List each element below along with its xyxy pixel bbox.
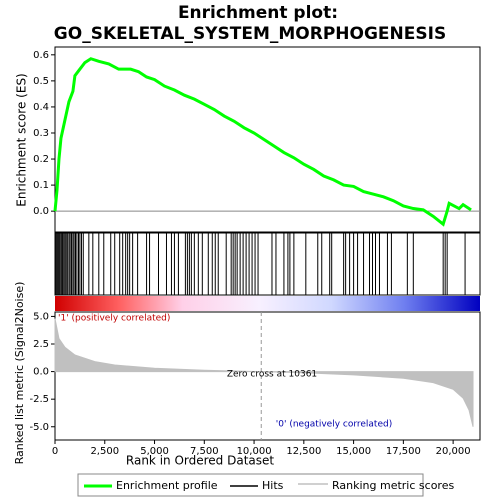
x-tick-label: 20,000 [436, 446, 471, 457]
y-tick-label: 0.5 [33, 76, 49, 87]
x-axis-label: Rank in Ordered Dataset [126, 454, 274, 468]
correlation-band [55, 296, 480, 311]
chart-subtitle: GO_SKELETAL_SYSTEM_MORPHOGENESIS [54, 24, 446, 44]
metric-area [54, 318, 474, 427]
x-tick-label: 5,000 [140, 446, 169, 457]
annotation: '0' (negatively correlated) [276, 420, 392, 430]
x-tick-label: 12,500 [286, 446, 321, 457]
legend-label: Hits [262, 479, 284, 492]
y-tick-label: 0.3 [33, 128, 49, 139]
y-tick-label: 0.1 [33, 180, 49, 191]
chart-title: Enrichment plot: [178, 3, 338, 23]
y-tick-label: 0.2 [33, 154, 49, 165]
plot: 0.0 0.1 0.2 0.3 0.4 0.5 0.6 5.0 2.5 0.0 -2.5 -5.0 0 2… [29, 46, 481, 457]
annotation: '1' (positively correlated) [58, 314, 170, 324]
x-tick-label: 2,500 [90, 446, 119, 457]
annotation: Zero cross at 10361 [227, 370, 317, 380]
y-axis-label: Ranked list metric (Signal2Noise) [13, 282, 26, 465]
panel-frame [54, 46, 481, 233]
y-tick-label: -2.5 [29, 394, 49, 405]
y-tick-label: 0.0 [33, 206, 49, 217]
x-tick-label: 17,500 [386, 446, 421, 457]
y-tick-label: 0.4 [33, 102, 49, 113]
x-tick-label: 10,000 [237, 446, 272, 457]
y-tick-label: 0.0 [33, 367, 49, 378]
y-tick-label: -5.0 [29, 422, 49, 433]
y-axis-label: Enrichment score (ES) [15, 73, 29, 206]
x-tick-label: 15,000 [336, 446, 371, 457]
y-tick-label: 2.5 [33, 339, 49, 350]
x-tick-label: 0 [52, 446, 58, 457]
legend-label: Ranking metric scores [332, 479, 454, 492]
panel-frame [54, 311, 481, 441]
y-tick-label: 5.0 [33, 311, 49, 322]
x-tick-label: 7,500 [190, 446, 219, 457]
y-tick-label: 0.6 [33, 50, 49, 61]
legend-box [77, 473, 424, 497]
legend-label: Enrichment profile [116, 479, 218, 492]
es-line [53, 57, 472, 227]
